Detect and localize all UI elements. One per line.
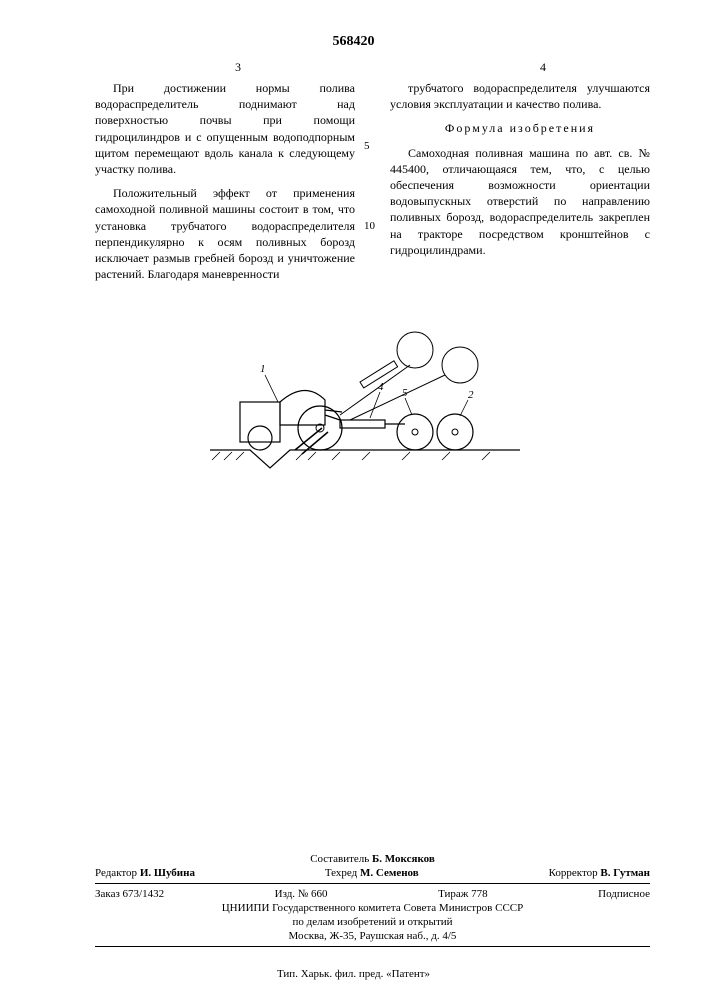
fig-label-5: 5 (402, 387, 408, 399)
fig-label-4: 4 (378, 381, 384, 393)
fig-label-2: 2 (468, 389, 474, 401)
patent-figure: 1 4 5 2 (210, 320, 520, 470)
patent-number: 568420 (333, 34, 375, 50)
formula-title: Формула изобретения (390, 120, 650, 136)
order-row: Заказ 673/1432 Изд. № 660 Тираж 778 Подп… (95, 887, 650, 901)
credits-row: Редактор И. Шубина Техред М. Семенов Кор… (95, 866, 650, 880)
address-row: Москва, Ж-35, Раушская наб., д. 4/5 (95, 929, 650, 943)
column-number-right: 4 (540, 60, 546, 75)
fig-label-1: 1 (260, 363, 266, 375)
left-p1: При достижении нормы полива водораспреде… (95, 80, 355, 177)
right-column: трубчатого водораспределителя улучшаются… (390, 80, 650, 266)
line-marker-10: 10 (364, 220, 375, 232)
footer-block: Составитель Б. Моксяков Редактор И. Шуби… (95, 852, 650, 950)
compiler-row: Составитель Б. Моксяков (95, 852, 650, 866)
right-p2: Самоходная поливная машина по авт. св. №… (390, 145, 650, 258)
line-marker-5: 5 (364, 140, 370, 152)
org-row-1: ЦНИИПИ Государственного комитета Совета … (95, 901, 650, 915)
org-row-2: по делам изобретений и открытий (95, 915, 650, 929)
column-number-left: 3 (235, 60, 241, 75)
left-column: При достижении нормы полива водораспреде… (95, 80, 355, 290)
right-p1: трубчатого водораспределителя улучшаются… (390, 80, 650, 112)
printer-line: Тип. Харьк. фил. пред. «Патент» (277, 968, 430, 980)
left-p2: Положительный эффект от применения самох… (95, 185, 355, 282)
